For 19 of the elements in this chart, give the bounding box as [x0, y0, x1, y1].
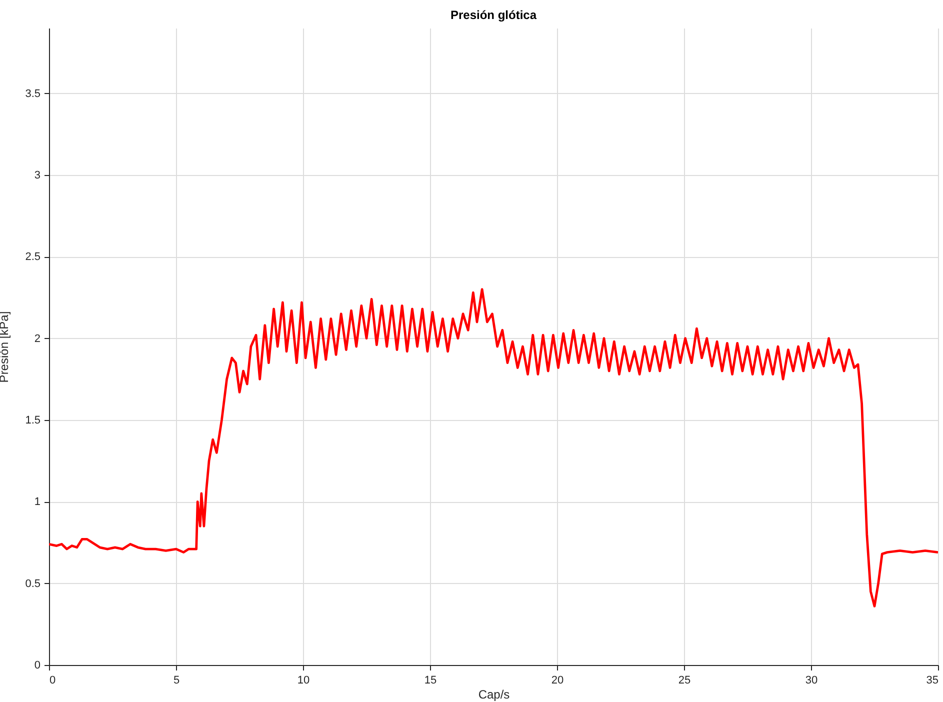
- y-tick-label: 2.5: [25, 251, 40, 264]
- x-tick-label: 0: [50, 674, 56, 686]
- chart-title: Presión glótica: [450, 8, 537, 22]
- y-tick-label: 3: [34, 170, 40, 182]
- x-tick-label: 5: [173, 674, 180, 686]
- y-tick-label: 0.5: [25, 578, 40, 590]
- x-tick-label: 30: [805, 674, 818, 686]
- y-tick-label: 2: [34, 332, 40, 345]
- x-tick-label: 10: [297, 674, 310, 686]
- x-tick-label: 15: [424, 674, 437, 686]
- x-tick-label: 35: [926, 674, 938, 686]
- y-tick-label: 3.5: [25, 88, 40, 100]
- x-axis-title: Cap/s: [478, 688, 510, 702]
- y-tick-label: 1: [34, 496, 40, 508]
- y-tick-label: 0: [34, 660, 40, 672]
- line-series: [49, 288, 938, 608]
- y-tick-label: 1.5: [25, 414, 40, 426]
- x-tick-label: 20: [551, 674, 564, 686]
- x-tick-label: 25: [678, 674, 691, 686]
